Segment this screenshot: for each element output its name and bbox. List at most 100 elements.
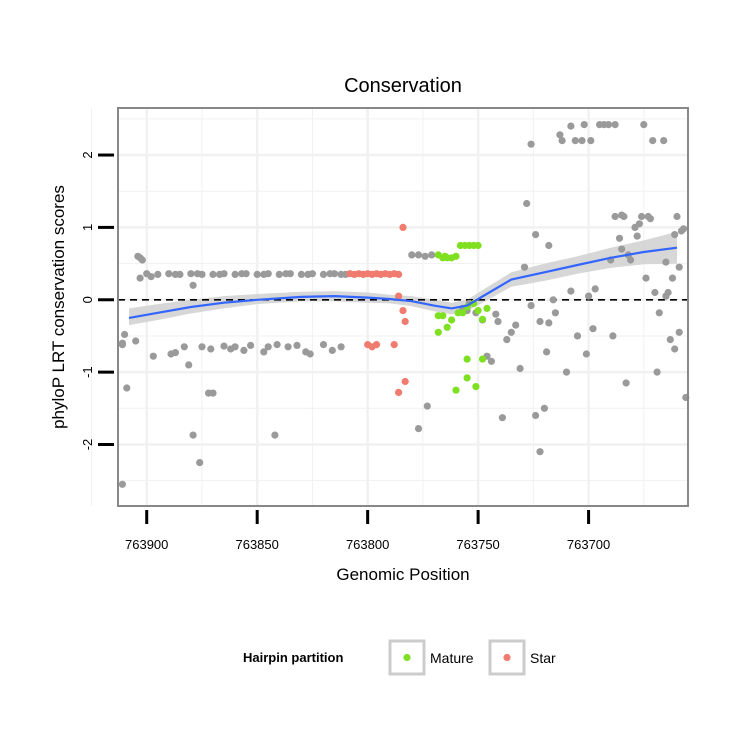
point-other: [253, 270, 261, 278]
point-other: [118, 480, 126, 488]
point-other: [260, 270, 268, 278]
point-other: [297, 270, 305, 278]
x-tick-label: 763850: [235, 537, 278, 552]
smooth-confidence-band: [129, 231, 677, 326]
point-other: [328, 346, 336, 354]
legend-title: Hairpin partition: [243, 650, 343, 665]
point-star: [399, 307, 407, 315]
y-axis-title: phyloP LRT conservation scores: [49, 185, 68, 429]
point-other: [428, 251, 436, 259]
point-other: [337, 270, 345, 278]
point-other: [545, 241, 553, 250]
point-other: [622, 379, 630, 387]
point-other: [494, 317, 502, 326]
point-other: [498, 414, 506, 422]
y-tick-label: 2: [80, 151, 95, 158]
point-other: [165, 270, 173, 278]
point-other: [651, 288, 659, 297]
point-other: [247, 341, 255, 349]
point-other: [503, 336, 511, 344]
point-other: [273, 341, 281, 349]
point-other: [319, 270, 328, 278]
point-other: [523, 199, 531, 208]
point-other: [264, 343, 272, 351]
point-other: [660, 137, 668, 145]
point-other: [640, 121, 648, 129]
point-mature: [459, 309, 467, 317]
x-tick-label: 763800: [346, 537, 389, 552]
point-other: [319, 341, 328, 349]
chart-title: Conservation: [344, 75, 462, 97]
point-other: [615, 234, 624, 242]
y-axis: -2 -1 0 1 2: [80, 151, 114, 450]
point-other: [132, 337, 140, 345]
plot-panel: [90, 107, 690, 507]
point-other: [198, 343, 206, 351]
point-other: [209, 389, 217, 397]
point-other: [680, 225, 688, 233]
point-other: [567, 287, 575, 295]
point-other: [275, 270, 283, 278]
point-other: [527, 140, 535, 148]
point-other: [180, 343, 188, 351]
legend: Hairpin partition Mature Star: [243, 639, 556, 676]
point-other: [507, 328, 515, 336]
point-other: [562, 368, 571, 376]
point-other: [532, 231, 540, 239]
point-other: [585, 292, 593, 300]
point-star: [395, 388, 403, 396]
point-mature: [463, 374, 471, 382]
point-other: [545, 319, 553, 327]
point-other: [492, 310, 500, 318]
point-mature: [452, 252, 460, 260]
point-other: [304, 270, 312, 278]
point-other: [216, 270, 224, 278]
point-other: [284, 343, 292, 351]
point-other: [664, 288, 672, 297]
point-mature: [434, 328, 442, 336]
point-mature: [443, 323, 451, 331]
plot-panel-border: [117, 107, 689, 507]
point-mature: [478, 355, 487, 363]
point-other: [171, 349, 179, 357]
point-other: [536, 317, 544, 326]
point-other: [293, 341, 301, 349]
point-other: [671, 345, 679, 353]
point-other: [149, 352, 157, 360]
point-other: [653, 368, 661, 376]
point-other: [589, 325, 597, 333]
point-star: [401, 377, 409, 386]
point-other: [337, 343, 345, 351]
point-other: [231, 343, 239, 351]
point-other: [189, 431, 197, 439]
point-other: [326, 270, 334, 278]
point-star: [372, 341, 381, 349]
point-other: [549, 296, 557, 304]
point-other: [635, 220, 644, 228]
point-mature: [463, 355, 471, 363]
x-tick-label: 763750: [456, 537, 499, 552]
point-other: [185, 361, 193, 369]
point-other: [121, 330, 129, 339]
point-mature: [441, 252, 449, 260]
point-other: [540, 404, 549, 412]
point-other: [138, 256, 146, 264]
point-other: [536, 448, 544, 456]
point-other: [649, 137, 657, 145]
point-other: [556, 131, 564, 139]
point-other: [118, 341, 126, 349]
point-other: [668, 274, 677, 282]
point-other: [633, 232, 641, 240]
point-other: [655, 309, 663, 317]
point-star: [401, 317, 409, 326]
point-other: [193, 270, 202, 278]
legend-dot-star: [503, 653, 511, 662]
point-other: [532, 411, 540, 420]
point-mature: [474, 241, 482, 250]
point-other: [240, 346, 248, 354]
point-star: [390, 341, 398, 349]
point-other: [414, 425, 423, 433]
legend-item-star: Star: [488, 639, 556, 676]
legend-dot-mature: [403, 653, 411, 662]
point-other: [414, 251, 423, 259]
